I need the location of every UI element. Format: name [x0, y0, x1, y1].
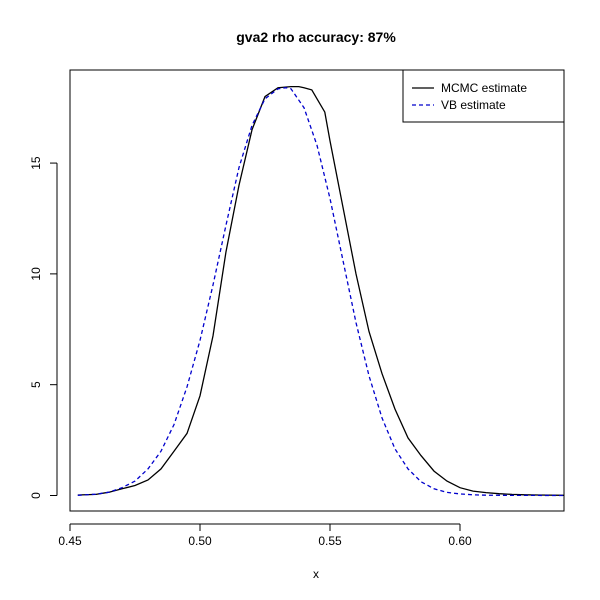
- legend: MCMC estimate VB estimate: [402, 69, 565, 123]
- chart-title: gva2 rho accuracy: 87%: [236, 29, 396, 45]
- x-axis-label: x: [313, 567, 319, 581]
- x-tick-label: 0.45: [58, 534, 82, 548]
- y-tick-label: 0: [29, 492, 43, 499]
- series-line-vb-estimate: [77, 87, 565, 497]
- x-tick-label: 0.55: [318, 534, 342, 548]
- x-tick-label: 0.50: [188, 534, 212, 548]
- legend-label: MCMC estimate: [441, 81, 527, 95]
- y-tick-label: 5: [29, 381, 43, 388]
- series-layer: [77, 85, 565, 497]
- legend-label: VB estimate: [441, 98, 506, 112]
- y-tick-label: 15: [29, 156, 43, 170]
- x-axis: 0.45 0.50 0.55 0.60: [58, 523, 472, 548]
- series-line-mcmc-estimate: [77, 85, 565, 496]
- x-tick-label: 0.60: [448, 534, 472, 548]
- y-tick-label: 10: [29, 267, 43, 281]
- legend-box: [402, 69, 565, 123]
- plot-frame: [69, 69, 565, 512]
- y-axis: 0 5 10 15: [29, 156, 58, 499]
